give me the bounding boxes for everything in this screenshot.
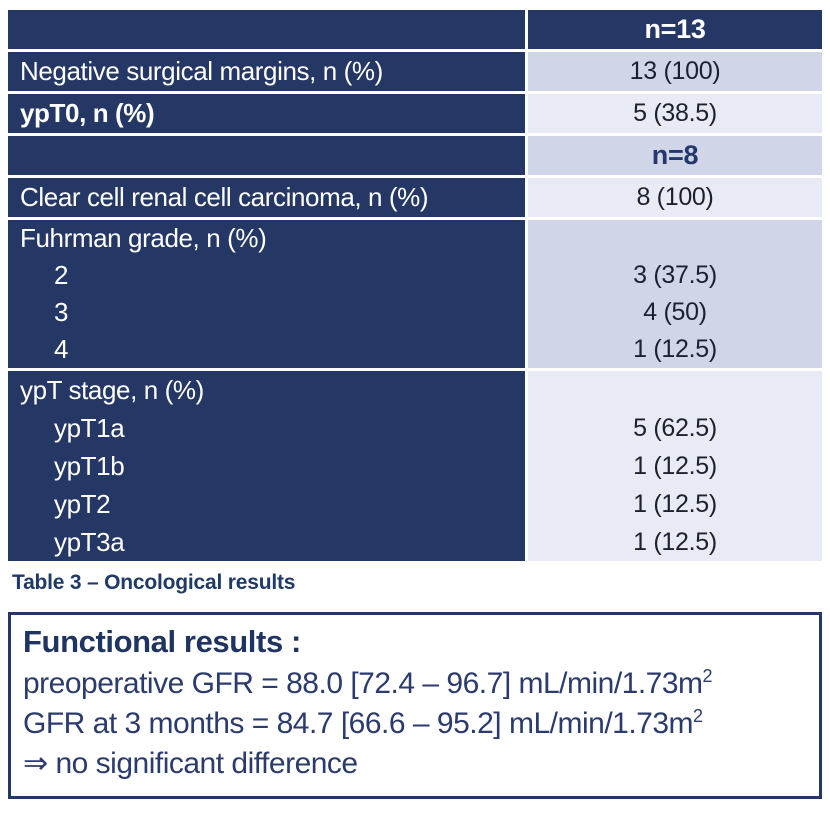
row-value-cell: 8 (100) — [528, 178, 822, 217]
row-label: Negative surgical margins, n (%) — [20, 56, 383, 86]
row-label: ypT0, n (%) — [20, 98, 155, 128]
functional-results-box: Functional results : preoperative GFR = … — [8, 612, 822, 799]
group-title: Fuhrman grade, n (%) — [20, 223, 267, 253]
n13-count: n=13 — [644, 14, 706, 44]
gfr-preoperative-line: preoperative GFR = 88.0 [72.4 – 96.7] mL… — [23, 664, 807, 704]
table-group-fuhrman-grade: Fuhrman grade, n (%) 2 3 4 3 (37.5) 4 (5… — [8, 220, 822, 368]
table-row-header-n13: n=13 — [8, 10, 822, 49]
n8-count: n=8 — [651, 140, 699, 170]
gfr-preoperative-text: preoperative GFR = 88.0 [72.4 – 96.7] mL… — [23, 667, 703, 700]
row-value-cell: 13 (100) — [528, 52, 822, 91]
conclusion-text: ⇒ no significant difference — [23, 747, 358, 780]
table-caption: Table 3 – Oncological results — [12, 571, 296, 594]
superscript: 2 — [702, 666, 713, 686]
group-label-cell: ypT stage, n (%) ypT1a ypT1b ypT2 ypT3a — [8, 371, 525, 561]
row-label: Clear cell renal cell carcinoma, n (%) — [20, 182, 429, 212]
header-label-cell — [8, 10, 525, 49]
table-row-subheader-n8: n=8 — [8, 136, 822, 175]
gfr-3-months-text: GFR at 3 months = 84.7 [66.6 – 95.2] mL/… — [23, 707, 694, 740]
group-item-value: 1 (12.5) — [633, 528, 717, 556]
row-label-cell: ypT0, n (%) — [8, 94, 525, 133]
group-item-value: 1 (12.5) — [633, 490, 717, 518]
row-label-cell: Clear cell renal cell carcinoma, n (%) — [8, 178, 525, 217]
group-item-label: ypT1b — [54, 451, 125, 481]
group-item-value: 5 (62.5) — [633, 414, 717, 442]
group-item-label: 2 — [54, 260, 69, 290]
group-item-value: 4 (50) — [643, 298, 707, 326]
group-item-label: ypT3a — [54, 527, 125, 557]
group-item-value: 3 (37.5) — [633, 261, 717, 289]
superscript: 2 — [693, 706, 703, 726]
group-value-cell: 5 (62.5) 1 (12.5) 1 (12.5) 1 (12.5) — [528, 371, 822, 561]
row-label-cell: Negative surgical margins, n (%) — [8, 52, 525, 91]
group-item-value: 1 (12.5) — [633, 335, 717, 363]
group-item-label: ypT1a — [54, 413, 125, 443]
table-row-clear-cell-carcinoma: Clear cell renal cell carcinoma, n (%) 8… — [8, 178, 822, 217]
row-value: 5 (38.5) — [633, 99, 717, 127]
conclusion-line: ⇒ no significant difference — [23, 744, 807, 784]
group-item-label: 3 — [54, 297, 69, 327]
group-item-value: 1 (12.5) — [633, 452, 717, 480]
table-group-ypt-stage: ypT stage, n (%) ypT1a ypT1b ypT2 ypT3a … — [8, 371, 822, 561]
row-value: 8 (100) — [636, 183, 714, 211]
table-row-negative-margins: Negative surgical margins, n (%) 13 (100… — [8, 52, 822, 91]
group-value-spacer — [528, 220, 822, 257]
group-value-cell: 3 (37.5) 4 (50) 1 (12.5) — [528, 220, 822, 368]
subheader-label-cell — [8, 136, 525, 175]
header-value-cell: n=13 — [528, 10, 822, 49]
group-title: ypT stage, n (%) — [20, 375, 204, 405]
group-label-cell: Fuhrman grade, n (%) 2 3 4 — [8, 220, 525, 368]
group-item-label: ypT2 — [54, 489, 111, 519]
subheader-value-cell: n=8 — [528, 136, 822, 175]
group-value-spacer — [528, 371, 822, 409]
row-value-cell: 5 (38.5) — [528, 94, 822, 133]
functional-results-title: Functional results : — [23, 624, 301, 659]
oncological-results-table: n=13 Negative surgical margins, n (%) 13… — [8, 10, 822, 561]
group-item-label: 4 — [54, 334, 69, 364]
row-value: 13 (100) — [629, 57, 721, 85]
table-row-ypt0: ypT0, n (%) 5 (38.5) — [8, 94, 822, 133]
gfr-3-months-line: GFR at 3 months = 84.7 [66.6 – 95.2] mL/… — [23, 704, 807, 744]
